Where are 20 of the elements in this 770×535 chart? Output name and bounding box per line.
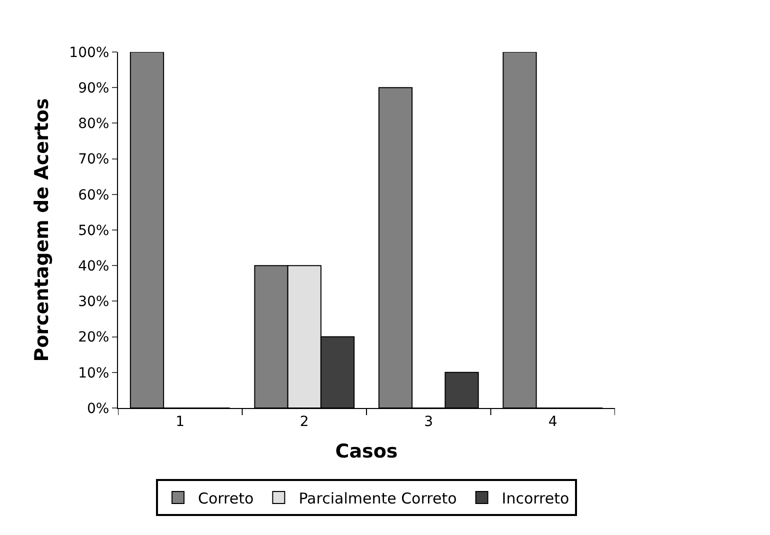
legend-label: Incorreto bbox=[502, 489, 570, 508]
legend-label: Parcialmente Correto bbox=[298, 489, 457, 508]
x-tick-label: 2 bbox=[300, 414, 309, 430]
x-axis-title: Casos bbox=[335, 440, 398, 463]
y-tick-label: 80% bbox=[78, 116, 110, 132]
y-tick-label: 20% bbox=[78, 330, 110, 346]
y-tick-label: 60% bbox=[78, 187, 110, 204]
y-tick-label: 40% bbox=[78, 258, 110, 274]
y-tick-label: 10% bbox=[78, 365, 110, 382]
y-tick-label: 50% bbox=[78, 222, 110, 239]
y-tick-label: 30% bbox=[78, 294, 110, 310]
y-tick-label: 0% bbox=[86, 400, 110, 417]
y-tick-label: 90% bbox=[78, 80, 110, 96]
x-tick-label: 1 bbox=[176, 414, 185, 430]
x-tick-label: 3 bbox=[424, 414, 434, 430]
y-tick-label: 70% bbox=[78, 152, 110, 168]
y-axis-title: Porcentagem de Acertos bbox=[31, 98, 54, 362]
x-tick-label: 4 bbox=[548, 414, 558, 430]
legend-label: Correto bbox=[198, 489, 254, 508]
y-tick-label: 100% bbox=[69, 44, 110, 61]
